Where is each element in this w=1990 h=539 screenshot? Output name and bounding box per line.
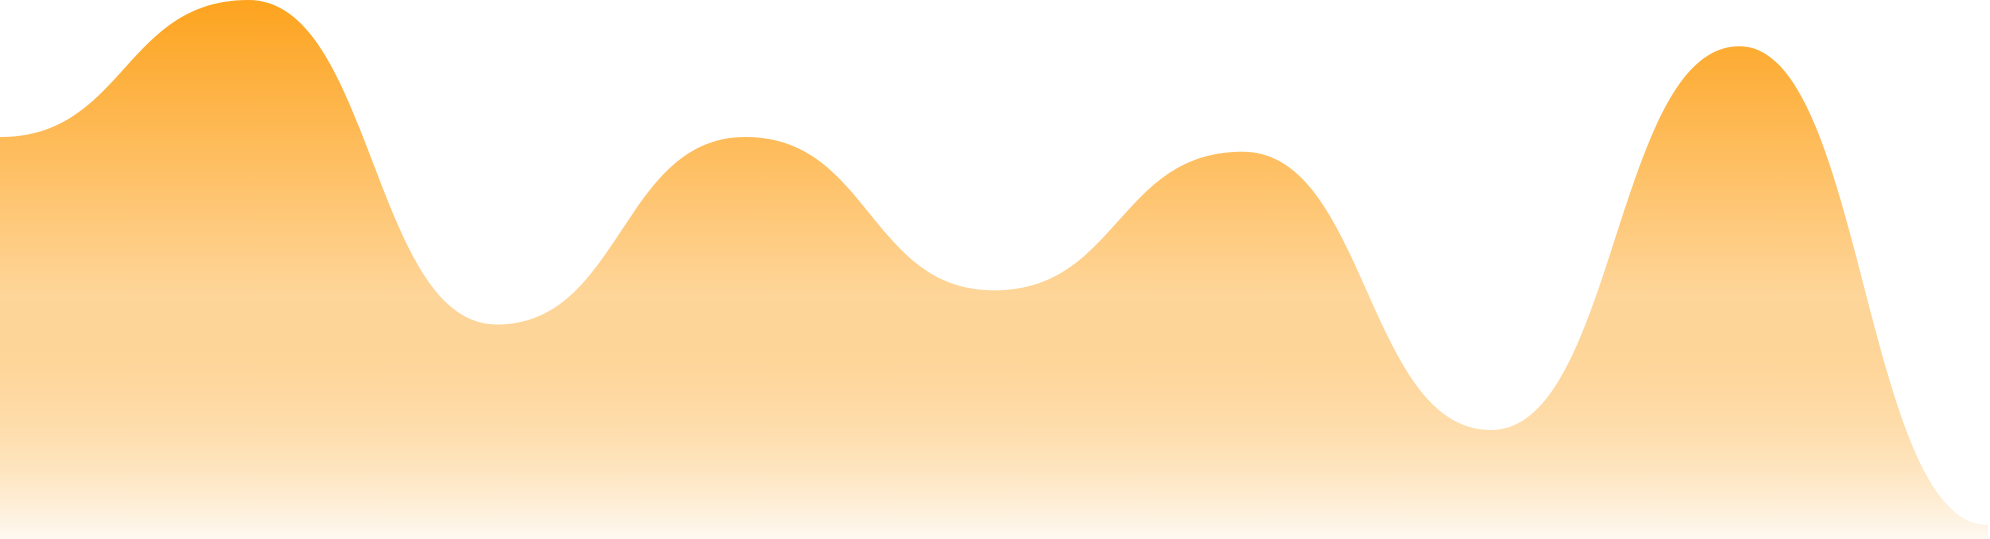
area-chart <box>0 0 1990 539</box>
series-layer <box>0 0 1988 539</box>
area-series-fill <box>0 0 1988 539</box>
chart-canvas <box>0 0 1988 539</box>
